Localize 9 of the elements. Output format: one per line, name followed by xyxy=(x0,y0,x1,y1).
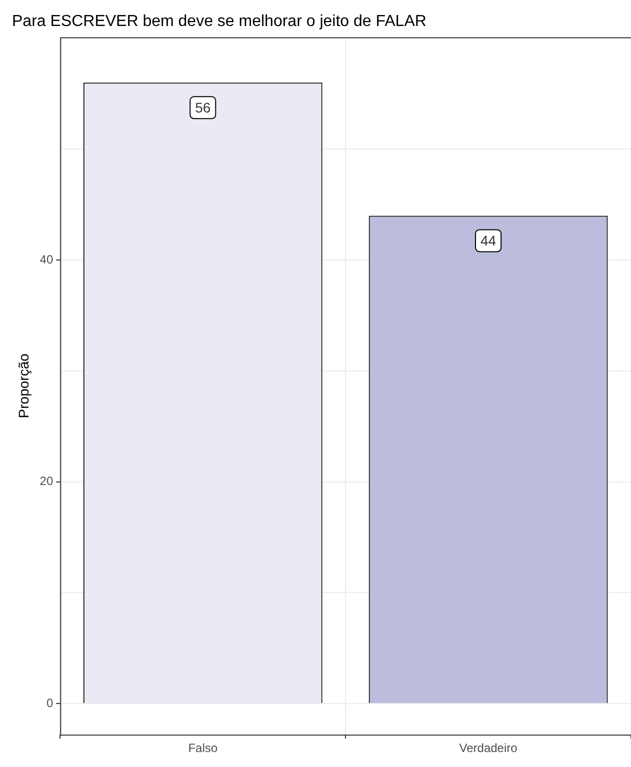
chart-title: Para ESCREVER bem deve se melhorar o jeito de FALAR xyxy=(12,13,426,30)
data-label: 56 xyxy=(195,100,211,116)
y-axis-title: Proporção xyxy=(15,353,32,418)
y-tick-label: 40 xyxy=(40,252,54,266)
x-tick-label: Falso xyxy=(188,741,218,756)
y-tick-label: 0 xyxy=(46,696,54,710)
data-label: 44 xyxy=(480,232,496,249)
x-tick-label: Verdadeiro xyxy=(459,741,518,756)
y-tick-label: 20 xyxy=(40,474,54,488)
